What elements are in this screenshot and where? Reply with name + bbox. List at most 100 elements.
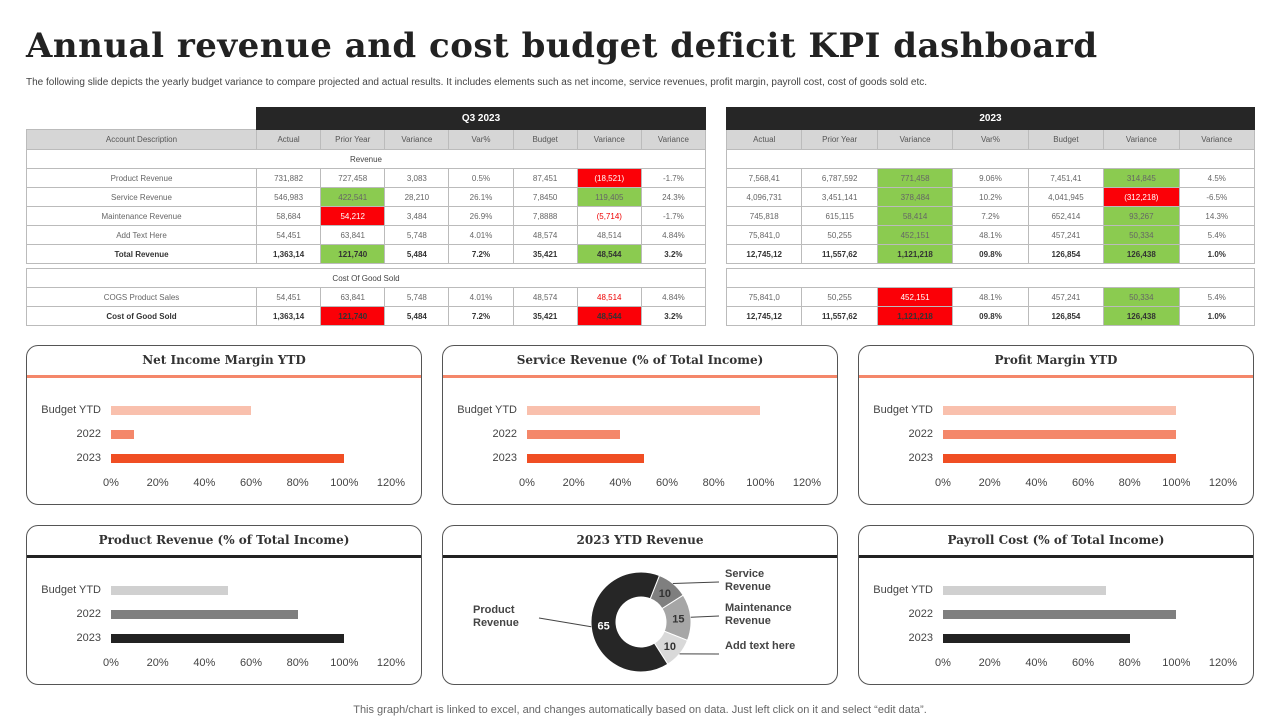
- table-cell: 3.2%: [640, 244, 707, 264]
- table-cell: 126,854: [1027, 306, 1105, 326]
- table-cell: Total Revenue: [26, 244, 257, 264]
- column-header: Var%: [448, 129, 514, 150]
- slice-label: Maintenance Revenue: [725, 602, 792, 627]
- table-row: [726, 149, 1255, 169]
- column-header: Variance: [876, 129, 954, 150]
- table-cell: 48.1%: [952, 287, 1029, 307]
- column-header: Variance: [640, 129, 707, 150]
- tick-label: 0%: [103, 657, 119, 669]
- bar: [943, 610, 1177, 619]
- empty-cell: [27, 108, 257, 130]
- table-cell: Product Revenue: [26, 168, 257, 188]
- slice-value: 15: [672, 613, 684, 625]
- table-cell: 5,748: [384, 287, 450, 307]
- table-cell: 75,841,0: [725, 287, 803, 307]
- category-label: Budget YTD: [457, 404, 517, 416]
- column-header: Budget: [512, 129, 578, 150]
- bar: [111, 430, 135, 439]
- table-row: 75,841,0 50,255 452,151 48.1% 457,241 50,334 5…: [725, 287, 1256, 307]
- page-title: Annual revenue and cost budget deficit K…: [26, 26, 1098, 66]
- chart-panel: 2023 YTD Revenue Service Revenue Maintenan…: [442, 525, 838, 685]
- tick-label: 120%: [792, 477, 822, 489]
- category-label: Budget YTD: [873, 404, 933, 416]
- table-cell: 28,210: [384, 187, 450, 207]
- tick-label: 60%: [1071, 477, 1095, 489]
- tick-label: 40%: [609, 477, 632, 489]
- table-cell: 87,451: [512, 168, 578, 188]
- table-cell: 50,255: [801, 225, 878, 245]
- title-divider: [443, 375, 837, 378]
- table-row: Actual Prior Year Variance Var% Budget Varian…: [725, 129, 1256, 150]
- table-cell: 745,818: [725, 206, 803, 226]
- chart-panel: Payroll Cost (% of Total Income) Budget Y…: [858, 525, 1254, 685]
- table-cell: 93,267: [1103, 206, 1180, 226]
- table-row: Product Revenue 731,882 727,458 3,083 0.5% 87…: [26, 168, 707, 188]
- q3-cogs-table: Cost Of Good Sold COGS Product Sales 54,45…: [26, 268, 707, 326]
- chart-title: Payroll Cost (% of Total Income): [947, 533, 1165, 547]
- tick-label: 40%: [1025, 657, 1048, 669]
- bar: [111, 610, 298, 619]
- table-cell: 7,8450: [512, 187, 578, 207]
- table-cell: (5,714): [576, 206, 642, 226]
- table-cell: 3,451,141: [801, 187, 878, 207]
- table-cell: 63,841: [320, 225, 386, 245]
- column-header: Variance: [384, 129, 450, 150]
- bar: [111, 634, 345, 643]
- table-cell: 35,421: [512, 306, 578, 326]
- table-cell: 7,451,41: [1027, 168, 1105, 188]
- chart-title: Product Revenue (% of Total Income): [98, 533, 350, 547]
- tick-label: 120%: [376, 477, 406, 489]
- table-cell: 12,745,12: [725, 244, 803, 264]
- category-label: 2023: [76, 452, 101, 464]
- tick-label: 80%: [1118, 477, 1141, 489]
- table-cell: 5,484: [384, 244, 450, 264]
- column-header: Prior Year: [801, 129, 878, 150]
- section-spacer: [726, 149, 1255, 169]
- table-cell: 4.01%: [448, 287, 514, 307]
- tick-label: 100%: [1162, 657, 1191, 669]
- table-row: 7,568,41 6,787,592 771,458 9.06% 7,451,41 314…: [725, 168, 1256, 188]
- table-cell: 50,255: [801, 287, 878, 307]
- tick-label: 60%: [239, 657, 263, 669]
- tick-label: 0%: [935, 477, 951, 489]
- table-cell: -6.5%: [1178, 187, 1256, 207]
- table-cell: 452,151: [876, 225, 954, 245]
- column-header: Budget: [1027, 129, 1105, 150]
- title-divider: [859, 375, 1253, 378]
- table-row: 2023: [726, 107, 1255, 130]
- table-row: Service Revenue 546,983 422,541 28,210 26.1%…: [26, 187, 707, 207]
- category-label: 2022: [492, 428, 517, 440]
- bar: [111, 406, 251, 415]
- table-cell: 54,451: [255, 225, 322, 245]
- tick-label: 40%: [193, 657, 216, 669]
- chart-panel: Product Revenue (% of Total Income) Budge…: [26, 525, 422, 685]
- column-header: Variance: [576, 129, 642, 150]
- table-row: 12,745,12 11,557,62 1,121,218 09.8% 126,854 1…: [725, 306, 1256, 326]
- title-divider: [859, 555, 1253, 558]
- slice-label: Product Revenue: [473, 604, 519, 629]
- table-cell: 7,8888: [512, 206, 578, 226]
- table-cell: 26.1%: [448, 187, 514, 207]
- table-cell: 48,544: [576, 244, 642, 264]
- slice-value: 10: [659, 588, 671, 600]
- table-cell: Add Text Here: [26, 225, 257, 245]
- table-cell: 9.06%: [952, 168, 1029, 188]
- table-cell: 7,568,41: [725, 168, 803, 188]
- chart-title: Net Income Margin YTD: [142, 353, 306, 367]
- annual-cogs-table: 75,841,0 50,255 452,151 48.1% 457,241 50,334 5…: [725, 268, 1256, 326]
- table-cell: COGS Product Sales: [26, 287, 257, 307]
- table-cell: 48,514: [576, 225, 642, 245]
- table-cell: 7.2%: [448, 306, 514, 326]
- table-cell: 58,684: [255, 206, 322, 226]
- table-cell: 48,544: [576, 306, 642, 326]
- tick-label: 20%: [978, 657, 1001, 669]
- table-cell: 1.0%: [1178, 306, 1256, 326]
- bar: [943, 586, 1107, 595]
- title-divider: [27, 375, 421, 378]
- table-cell: 546,983: [255, 187, 322, 207]
- table-row: COGS Product Sales 54,451 63,841 5,748 4.01%…: [26, 287, 707, 307]
- tick-label: 80%: [1118, 657, 1141, 669]
- table-cell: 50,334: [1103, 225, 1180, 245]
- slice-value: 10: [664, 641, 676, 653]
- period-header: 2023: [726, 107, 1255, 130]
